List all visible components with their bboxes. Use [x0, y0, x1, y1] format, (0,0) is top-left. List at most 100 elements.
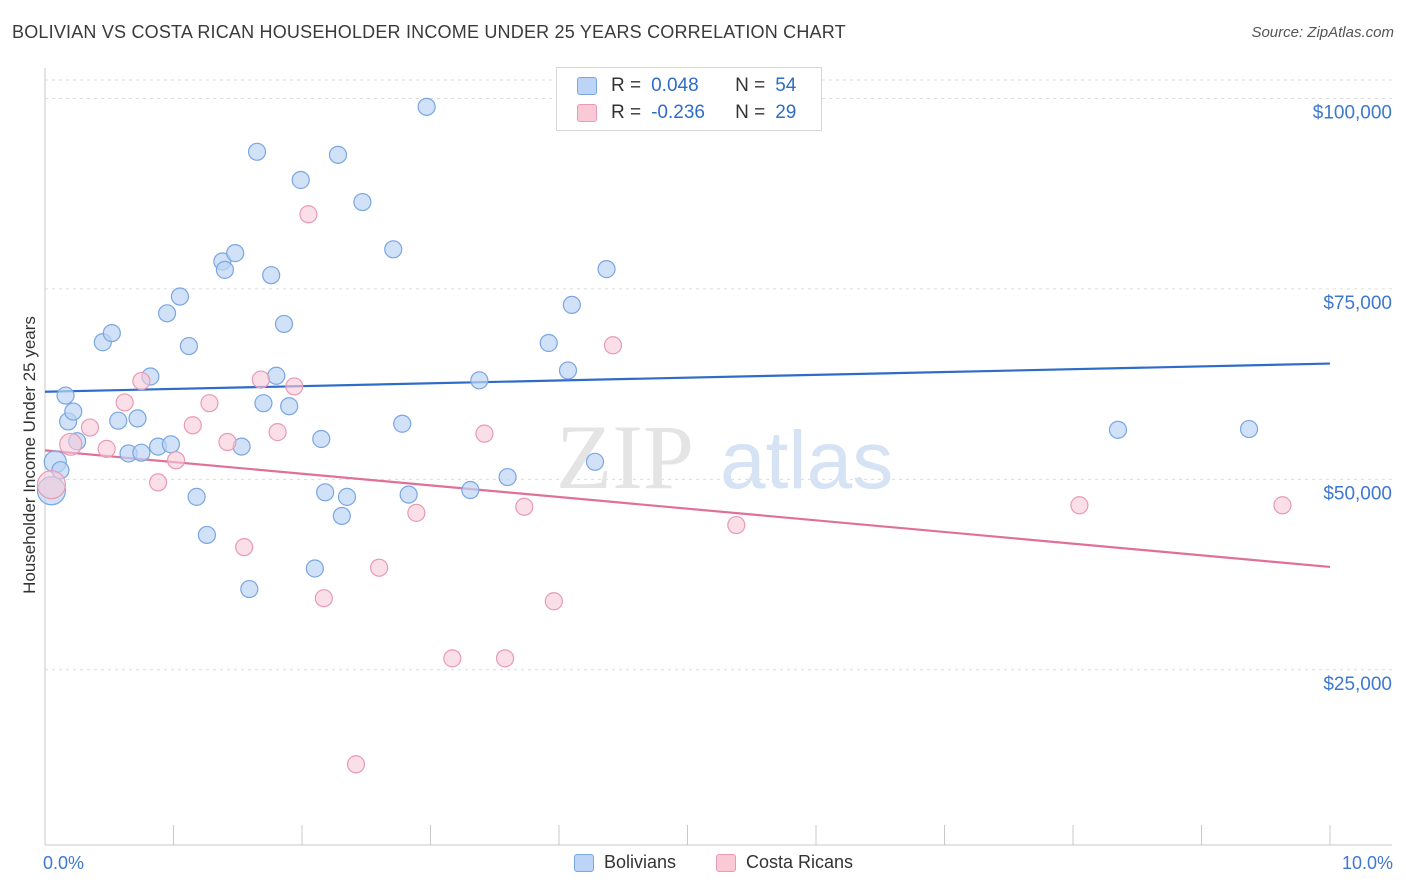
bolivians-n-value: 54	[775, 75, 797, 96]
bolivians-point	[328, 145, 348, 164]
costa-ricans-point	[285, 377, 304, 396]
costa-ricans-point	[59, 432, 83, 456]
costa-ricans-point	[1070, 496, 1089, 515]
costa-ricans-n-value: 29	[775, 102, 797, 123]
bolivians-point	[254, 394, 273, 413]
costa-ricans-point	[346, 755, 366, 774]
x-tick-label-min: 0.0%	[43, 853, 84, 873]
x-tick-label-max: 10.0%	[1342, 853, 1393, 873]
costa-ricans-points	[36, 205, 1292, 774]
bolivians-point	[280, 397, 299, 416]
bolivians-point	[312, 429, 331, 449]
chart-title: BOLIVIAN VS COSTA RICAN HOUSEHOLDER INCO…	[12, 22, 846, 42]
bolivians-point	[393, 414, 412, 433]
r-label: R =	[611, 75, 642, 96]
bolivians-point	[1239, 419, 1259, 439]
bolivians-point	[274, 314, 294, 334]
bolivians-swatch	[577, 77, 597, 95]
source-credit: Source: ZipAtlas.com	[1251, 24, 1394, 41]
bolivians-point	[262, 266, 281, 285]
bolivians-point	[585, 452, 605, 471]
costa-ricans-point	[314, 589, 333, 608]
bolivians-point	[305, 559, 324, 578]
y-tick-label: $100,000	[1313, 102, 1392, 123]
costa-ricans-point	[475, 424, 494, 443]
legend-item-costa-ricans: Costa Ricans	[716, 852, 853, 873]
bolivians-point	[247, 142, 267, 161]
bolivians-point	[597, 260, 616, 279]
bolivians-point	[417, 97, 436, 116]
costa-ricans-trend-line	[44, 449, 1331, 569]
bolivians-point	[558, 361, 578, 380]
bolivians-point	[215, 260, 234, 279]
correlation-stats-box: R = 0.048 N = 54 R = -0.236 N = 29	[556, 67, 822, 131]
costa-ricans-point	[299, 205, 318, 224]
bolivians-point	[157, 304, 177, 323]
bolivians-trend-line	[44, 362, 1331, 393]
costa-ricans-point	[443, 649, 462, 668]
costa-ricans-r-value: -0.236	[651, 102, 705, 123]
costa-ricans-point	[97, 439, 116, 458]
legend-label-bolivians: Bolivians	[604, 852, 677, 872]
costa-ricans-point	[80, 418, 100, 437]
bolivians-r-value: 0.048	[651, 75, 699, 96]
bolivians-point	[161, 435, 181, 454]
bolivians-point	[267, 366, 286, 385]
bolivians-point	[197, 525, 217, 545]
costa-ricans-point	[218, 432, 237, 452]
watermark-atlas: atlas	[720, 415, 893, 506]
costa-ricans-swatch	[577, 104, 597, 122]
bolivians-point	[109, 411, 128, 430]
legend-swatch-costa-ricans	[716, 853, 736, 872]
bolivians-point	[562, 295, 581, 315]
stats-row-bolivians: R = 0.048 N = 54	[577, 73, 796, 99]
bolivians-point	[132, 443, 151, 462]
bolivians-point	[539, 333, 558, 353]
costa-ricans-point	[251, 370, 270, 389]
bolivians-point	[498, 467, 517, 487]
costa-ricans-point	[370, 558, 389, 577]
costa-ricans-point	[515, 497, 534, 516]
costa-ricans-point	[235, 538, 254, 557]
y-tick-label: $75,000	[1323, 293, 1392, 314]
costa-ricans-point	[183, 416, 202, 435]
bolivians-point	[64, 402, 83, 421]
bolivians-point	[384, 240, 403, 259]
costa-ricans-point	[407, 503, 426, 522]
costa-ricans-point	[115, 393, 134, 412]
bolivians-point	[56, 386, 75, 405]
watermark-zip: ZIP	[556, 406, 694, 508]
bolivians-point	[170, 287, 190, 306]
bolivians-point	[399, 485, 418, 504]
bolivians-point	[291, 170, 310, 190]
axes	[44, 68, 1392, 846]
bolivians-point	[470, 371, 489, 390]
costa-ricans-point	[1273, 496, 1292, 515]
costa-ricans-point	[148, 473, 168, 492]
costa-ricans-point	[603, 336, 623, 355]
bolivians-point	[353, 192, 372, 212]
bolivians-point	[240, 579, 259, 599]
legend-item-bolivians: Bolivians	[574, 852, 676, 873]
bolivians-point	[102, 323, 121, 343]
bolivians-point	[128, 409, 147, 428]
costa-ricans-point	[132, 371, 151, 391]
bolivians-points	[36, 97, 1259, 599]
bolivians-point	[316, 483, 335, 502]
costa-ricans-point	[36, 470, 67, 500]
bolivians-point	[461, 480, 480, 500]
costa-ricans-point	[544, 592, 563, 611]
costa-ricans-point	[200, 394, 219, 413]
legend-swatch-bolivians	[574, 853, 594, 872]
costa-ricans-point	[727, 515, 746, 535]
tick-labels: $25,000 $50,000 $75,000 $100,000 0.0% 10.0%	[43, 102, 1393, 873]
n-label: N =	[735, 75, 766, 96]
stats-row-costa-ricans: R = -0.236 N = 29	[577, 100, 796, 126]
y-tick-label: $25,000	[1323, 674, 1392, 695]
bolivians-point	[1108, 420, 1128, 439]
legend-label-costa-ricans: Costa Ricans	[746, 852, 854, 872]
bolivians-point	[332, 506, 351, 526]
costa-ricans-point	[495, 649, 515, 668]
costa-ricans-point	[166, 451, 186, 470]
